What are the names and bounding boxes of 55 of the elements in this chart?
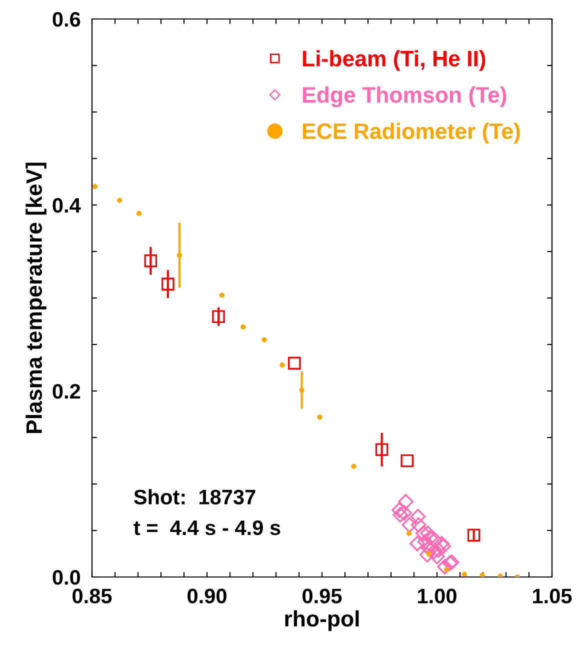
point (92, 184, 98, 189)
point (410, 517, 426, 533)
x-tick-label: 0.95 (302, 588, 342, 604)
point (299, 388, 304, 393)
point (410, 536, 425, 552)
x-tick-label: 1.00 (418, 588, 456, 604)
annotation: t = 4.4 s - 4.9 s (134, 520, 280, 536)
point (392, 502, 407, 518)
x-tick-label: 0.85 (72, 588, 112, 604)
legend-label: Li-beam (Ti, He II) (302, 50, 486, 71)
legend-label: ECE Radiometer (Te) (302, 122, 520, 144)
point (351, 464, 356, 469)
point (396, 505, 412, 521)
point (219, 292, 225, 298)
point (434, 536, 450, 552)
point (402, 517, 418, 533)
point (317, 414, 322, 420)
point (288, 356, 301, 370)
point (280, 362, 285, 368)
point (420, 526, 436, 541)
point (144, 254, 158, 268)
point (398, 494, 414, 510)
point (437, 559, 453, 574)
x-axis-title: rho-pol (285, 610, 359, 632)
legend-label: Edge Thomson (Te) (302, 86, 506, 108)
y-tick-label: 0.2 (52, 384, 80, 399)
y-axis-title: Plasma temperature [keV] (26, 162, 46, 433)
x-tick-label: 0.90 (188, 588, 226, 604)
point (422, 530, 438, 546)
y-tick-label: 0.4 (52, 198, 81, 213)
x-tick-label: 1.05 (533, 588, 572, 604)
point (429, 548, 445, 564)
point (176, 252, 182, 258)
point (117, 198, 122, 203)
point (375, 443, 388, 456)
point (419, 546, 435, 562)
point (467, 528, 480, 542)
point (415, 526, 431, 541)
point (136, 210, 142, 216)
point (410, 508, 426, 524)
annotation: Shot: 18737 (134, 489, 256, 504)
point (240, 324, 246, 330)
point (212, 310, 225, 323)
point (262, 337, 267, 342)
point (462, 572, 467, 577)
point (400, 454, 414, 468)
point (436, 538, 451, 554)
point (406, 530, 412, 536)
point (162, 278, 174, 290)
point (480, 572, 485, 577)
point (417, 534, 433, 550)
y-tick-label: 0.6 (52, 12, 80, 27)
point (430, 542, 446, 558)
point (392, 506, 408, 522)
y-tick-label: 0.0 (52, 570, 80, 585)
